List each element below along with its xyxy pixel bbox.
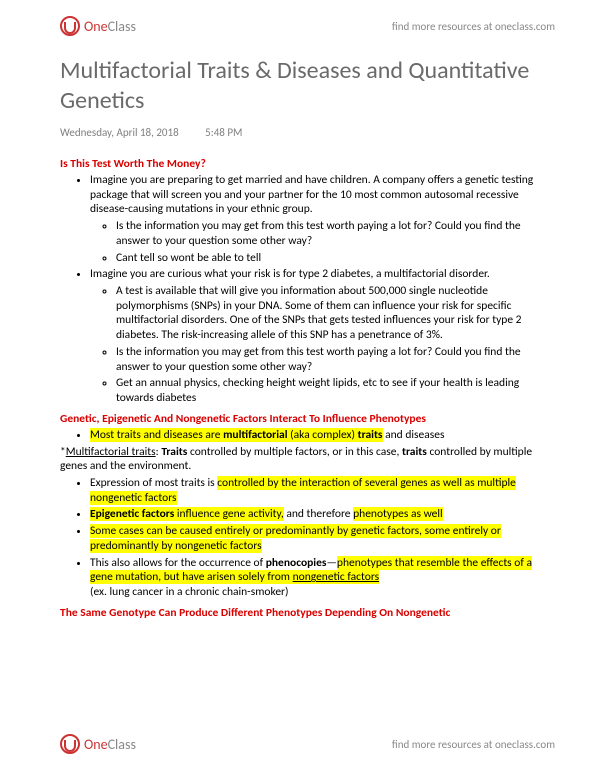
document-meta: Wednesday, April 18, 2018 5:48 PM [60, 126, 555, 139]
section-heading-3: The Same Genotype Can Produce Different … [60, 606, 555, 620]
hl-text: (aka complex) [288, 428, 358, 442]
brand-class: Class [108, 736, 136, 753]
hl-text: phenotypes as well [353, 507, 443, 521]
list-item: Is the information you may get from this… [116, 345, 555, 374]
brand-one: One [84, 18, 108, 35]
document-body: Multifactorial Traits & Diseases and Qua… [60, 56, 555, 722]
section-heading-1: Is This Test Worth The Money? [60, 157, 555, 171]
meta-time: 5:48 PM [205, 126, 242, 139]
underline-text: Multifactorial traits [66, 445, 156, 459]
list-item: Get an annual physics, checking height w… [116, 376, 555, 405]
list-item: Cant tell so wont be able to tell [116, 251, 555, 266]
brand-class: Class [108, 18, 136, 35]
hl-text: Some cases can be caused entirely or pre… [90, 524, 501, 553]
brand-logo: OneClass [60, 734, 136, 754]
list-item: Imagine you are preparing to get married… [90, 173, 555, 217]
oneclass-icon [60, 734, 80, 754]
section-2-list-b: Expression of most traits is controlled … [60, 476, 555, 600]
bold-text: phenocopies [266, 556, 327, 570]
hl-bold: traits [358, 428, 383, 442]
text: (ex. lung cancer in a chronic chain-smok… [90, 585, 289, 599]
hl-text: Most traits and diseases are [90, 428, 223, 442]
text: controlled by multiple factors, or in th… [187, 445, 402, 459]
list-item: Most traits and diseases are multifactor… [90, 428, 555, 443]
text: This also allows for the occurrence of [90, 556, 266, 570]
definition-para: *Multifactorial traits: Traits controlle… [60, 445, 555, 474]
page-header: OneClass find more resources at oneclass… [0, 8, 595, 44]
section-2-list-a: Most traits and diseases are multifactor… [60, 428, 555, 443]
list-item: Epigenetic factors influence gene activi… [90, 507, 555, 522]
hl-text: influence gene activity, [174, 507, 283, 521]
hl-bold: Epigenetic factors [90, 507, 174, 521]
hl-bold: multifactorial [223, 428, 288, 442]
brand-logo: OneClass [60, 16, 136, 36]
brand-one: One [84, 736, 108, 753]
text: — [327, 556, 337, 570]
hl-underline: nongenetic factors [293, 570, 380, 584]
bold-text: traits [402, 445, 427, 459]
text: and therefore [284, 507, 353, 521]
footer-tagline[interactable]: find more resources at oneclass.com [392, 738, 555, 751]
page-footer: OneClass find more resources at oneclass… [0, 726, 595, 762]
text: and diseases [383, 428, 445, 442]
meta-date: Wednesday, April 18, 2018 [60, 126, 179, 139]
section-heading-2: Genetic, Epigenetic And Nongenetic Facto… [60, 412, 555, 426]
header-tagline[interactable]: find more resources at oneclass.com [392, 20, 555, 33]
oneclass-icon [60, 16, 80, 36]
text: Expression of most traits is [90, 476, 217, 490]
list-item: Some cases can be caused entirely or pre… [90, 524, 555, 553]
section-1-list: Imagine you are preparing to get married… [60, 173, 555, 406]
list-item: Is the information you may get from this… [116, 219, 555, 248]
page-title: Multifactorial Traits & Diseases and Qua… [60, 56, 555, 116]
list-item: Expression of most traits is controlled … [90, 476, 555, 505]
list-item: This also allows for the occurrence of p… [90, 556, 555, 600]
list-item: Imagine you are curious what your risk i… [90, 267, 555, 282]
list-item: A test is available that will give you i… [116, 284, 555, 343]
bold-text: Traits [161, 445, 187, 459]
